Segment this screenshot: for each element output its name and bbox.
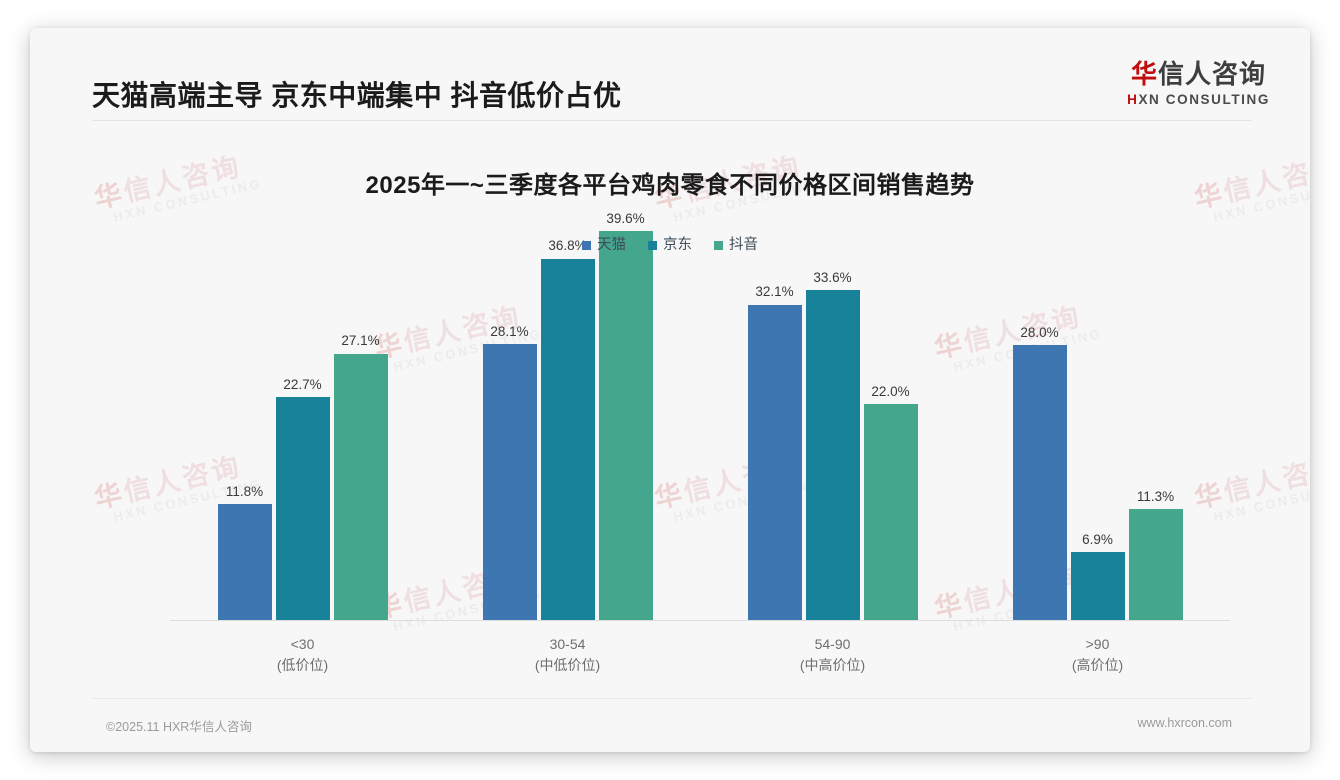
bar-group: 28.1% 36.8% 39.6% (435, 188, 700, 620)
bar-value-label: 39.6% (606, 210, 645, 226)
legend-swatch-icon (648, 240, 657, 250)
logo-english-text: HXN CONSULTING (1127, 92, 1270, 107)
legend-label: 天猫 (597, 237, 626, 253)
x-axis-labels: <30 (低价位) 30-54 (中低价位) 54-90 (中高价位) >90 (高价位) (170, 634, 1230, 676)
chart-legend: 天猫 京东 抖音 (30, 238, 1310, 253)
bar-rect[interactable] (747, 304, 802, 620)
bar-rect[interactable] (1012, 345, 1067, 620)
bar-item-京东[interactable]: 33.6% (805, 188, 860, 620)
slide-card: 华信人咨询 HXN CONSULTING 华信人咨询 HXN CONSULTING 华信… (30, 28, 1310, 752)
bar-rect[interactable] (275, 397, 330, 620)
logo-chinese-text: 华信人咨询 (1127, 59, 1270, 90)
bar-rect[interactable] (1128, 509, 1183, 620)
x-axis-label-1: <30 (低价位) (170, 634, 435, 676)
bar-rect[interactable] (217, 504, 272, 620)
legend-swatch-icon (714, 240, 723, 250)
bar-group: 32.1% 33.6% 22.0% (700, 188, 965, 620)
header-divider (92, 120, 1252, 121)
slide-header: 天猫高端主导 京东中端集中 抖音低价占优 (30, 28, 1310, 114)
chart-title: 2025年一~三季度各平台鸡肉零食不同价格区间销售趋势 (365, 172, 975, 199)
slide-footer: ©2025.11 HXR华信人咨询 www.hxrcon.com (30, 698, 1310, 752)
page-title: 天猫高端主导 京东中端集中 抖音低价占优 (92, 80, 622, 111)
legend-swatch-icon (582, 240, 591, 250)
footer-copyright: ©2025.11 HXR华信人咨询 (106, 720, 252, 734)
bar-value-label: 11.3% (1136, 488, 1175, 504)
x-axis-label-subtitle: (低价位) (276, 657, 329, 673)
bar-item-天猫[interactable]: 32.1% (747, 188, 802, 620)
x-axis-label-4: >90 (高价位) (965, 634, 1230, 676)
legend-label: 抖音 (729, 237, 758, 253)
footer-divider (92, 698, 1252, 699)
x-axis-label-range: 30-54 (549, 636, 586, 652)
bar-group: 28.0% 6.9% 11.3% (965, 188, 1230, 620)
x-axis-label-range: >90 (1085, 636, 1110, 652)
bar-item-抖音[interactable]: 27.1% (333, 188, 388, 620)
x-axis-label-subtitle: (中高价位) (799, 657, 866, 673)
bar-value-label: 36.8% (548, 238, 587, 254)
logo-cn-red: 华 (1131, 59, 1159, 89)
bar-value-label: 6.9% (1082, 531, 1113, 547)
bar-value-label: 32.1% (755, 284, 794, 300)
logo-en-red: H (1127, 91, 1139, 107)
x-axis-label-range: 54-90 (814, 636, 851, 652)
bar-item-京东[interactable]: 36.8% (540, 188, 595, 620)
x-axis-baseline (170, 620, 1230, 621)
legend-item-天猫[interactable]: 天猫 (582, 238, 626, 253)
x-axis-label-2: 30-54 (中低价位) (435, 634, 700, 676)
footer-website[interactable]: www.hxrcon.com (1137, 716, 1232, 730)
brand-logo: 华信人咨询 HXN CONSULTING (1127, 59, 1270, 107)
bar-rect[interactable] (598, 231, 653, 620)
x-axis-label-subtitle: (中低价位) (534, 657, 601, 673)
logo-cn-rest: 信人咨询 (1158, 59, 1267, 89)
bar-value-label: 22.0% (871, 383, 910, 399)
bar-item-京东[interactable]: 22.7% (275, 188, 330, 620)
bar-value-label: 11.8% (225, 483, 264, 499)
legend-label: 京东 (663, 237, 692, 253)
bar-item-天猫[interactable]: 11.8% (217, 188, 272, 620)
bar-rect[interactable] (805, 290, 860, 620)
bar-rect[interactable] (333, 353, 388, 620)
bar-value-label: 28.0% (1020, 324, 1059, 340)
bar-item-天猫[interactable]: 28.1% (482, 188, 537, 620)
bar-rect[interactable] (540, 258, 595, 620)
bar-value-label: 22.7% (283, 376, 322, 392)
bar-rect[interactable] (863, 404, 918, 620)
legend-item-京东[interactable]: 京东 (648, 238, 692, 253)
bar-group: 11.8% 22.7% 27.1% (170, 188, 435, 620)
bar-groups: 11.8% 22.7% 27.1% 28.1% 36.8% 39.6% 32.1% 33.6%… (170, 188, 1230, 620)
bar-value-label: 27.1% (341, 333, 380, 349)
x-axis-label-3: 54-90 (中高价位) (700, 634, 965, 676)
legend-item-抖音[interactable]: 抖音 (714, 238, 758, 253)
bar-value-label: 33.6% (813, 269, 852, 285)
bar-rect[interactable] (482, 344, 537, 620)
bar-item-天猫[interactable]: 28.0% (1012, 188, 1067, 620)
chart-plot-area: 11.8% 22.7% 27.1% 28.1% 36.8% 39.6% 32.1% 33.6%… (170, 188, 1230, 673)
bar-value-label: 28.1% (490, 323, 529, 339)
bar-item-京东[interactable]: 6.9% (1070, 188, 1125, 620)
bar-item-抖音[interactable]: 11.3% (1128, 188, 1183, 620)
x-axis-label-subtitle: (高价位) (1071, 657, 1124, 673)
bar-item-抖音[interactable]: 22.0% (863, 188, 918, 620)
x-axis-label-range: <30 (290, 636, 315, 652)
bar-rect[interactable] (1070, 552, 1125, 620)
chart-container: 2025年一~三季度各平台鸡肉零食不同价格区间销售趋势 天猫 京东 抖音 11.8%… (30, 128, 1310, 698)
bar-item-抖音[interactable]: 39.6% (598, 188, 653, 620)
logo-en-rest: XN CONSULTING (1138, 91, 1270, 107)
